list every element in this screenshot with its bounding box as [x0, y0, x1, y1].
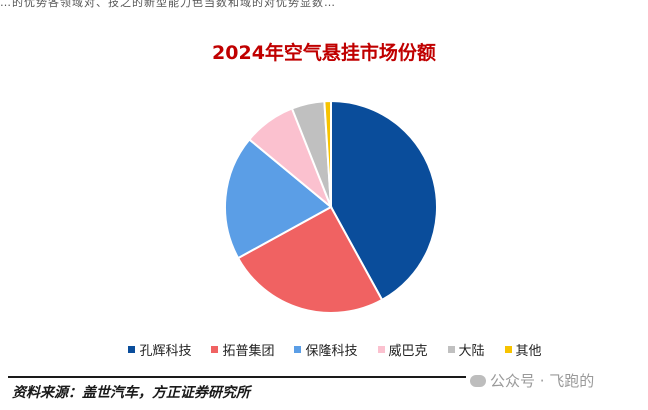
- legend-swatch: [128, 346, 136, 353]
- legend-label: 大陆: [458, 344, 485, 359]
- legend-item: 孔辉科技: [128, 340, 191, 359]
- source-note: 资料来源：盖世汽车，方正证券研究所: [12, 385, 250, 401]
- legend-item: 保隆科技: [294, 340, 358, 359]
- legend-swatch: [504, 346, 512, 353]
- pie-slice-3: [224, 138, 333, 260]
- cropped-header-text: …的优势各领域对、技之的新型能力色当数和域的对优势显数…: [0, 0, 336, 9]
- legend-item: 其他: [504, 340, 542, 359]
- legend-label: 其他: [515, 344, 542, 359]
- pie-slice-1: [330, 99, 438, 302]
- legend-swatch: [294, 346, 302, 353]
- legend-item: 威巴克: [377, 340, 428, 359]
- legend-item: 大陆: [447, 340, 485, 359]
- source-divider: [8, 376, 466, 378]
- watermark: 公众号 · 飞跑的: [470, 370, 594, 391]
- wechat-icon: [470, 374, 486, 387]
- legend-label: 保隆科技: [305, 344, 358, 359]
- legend-label: 拓普集团: [222, 344, 275, 359]
- legend-label: 威巴克: [388, 344, 428, 359]
- chart-title: 2024年空气悬挂市场份额: [212, 42, 436, 64]
- pie-slice-6: [323, 99, 332, 208]
- watermark-text: 公众号 · 飞跑的: [490, 372, 595, 390]
- legend-swatch: [447, 346, 455, 353]
- legend-swatch: [211, 346, 219, 353]
- legend-label: 孔辉科技: [139, 344, 192, 359]
- legend-item: 拓普集团: [211, 340, 274, 359]
- chart-legend: 孔辉科技 拓普集团 保隆科技 威巴克 大陆 其他: [100, 340, 570, 359]
- pie-slice-2: [236, 205, 384, 314]
- legend-swatch: [377, 346, 385, 353]
